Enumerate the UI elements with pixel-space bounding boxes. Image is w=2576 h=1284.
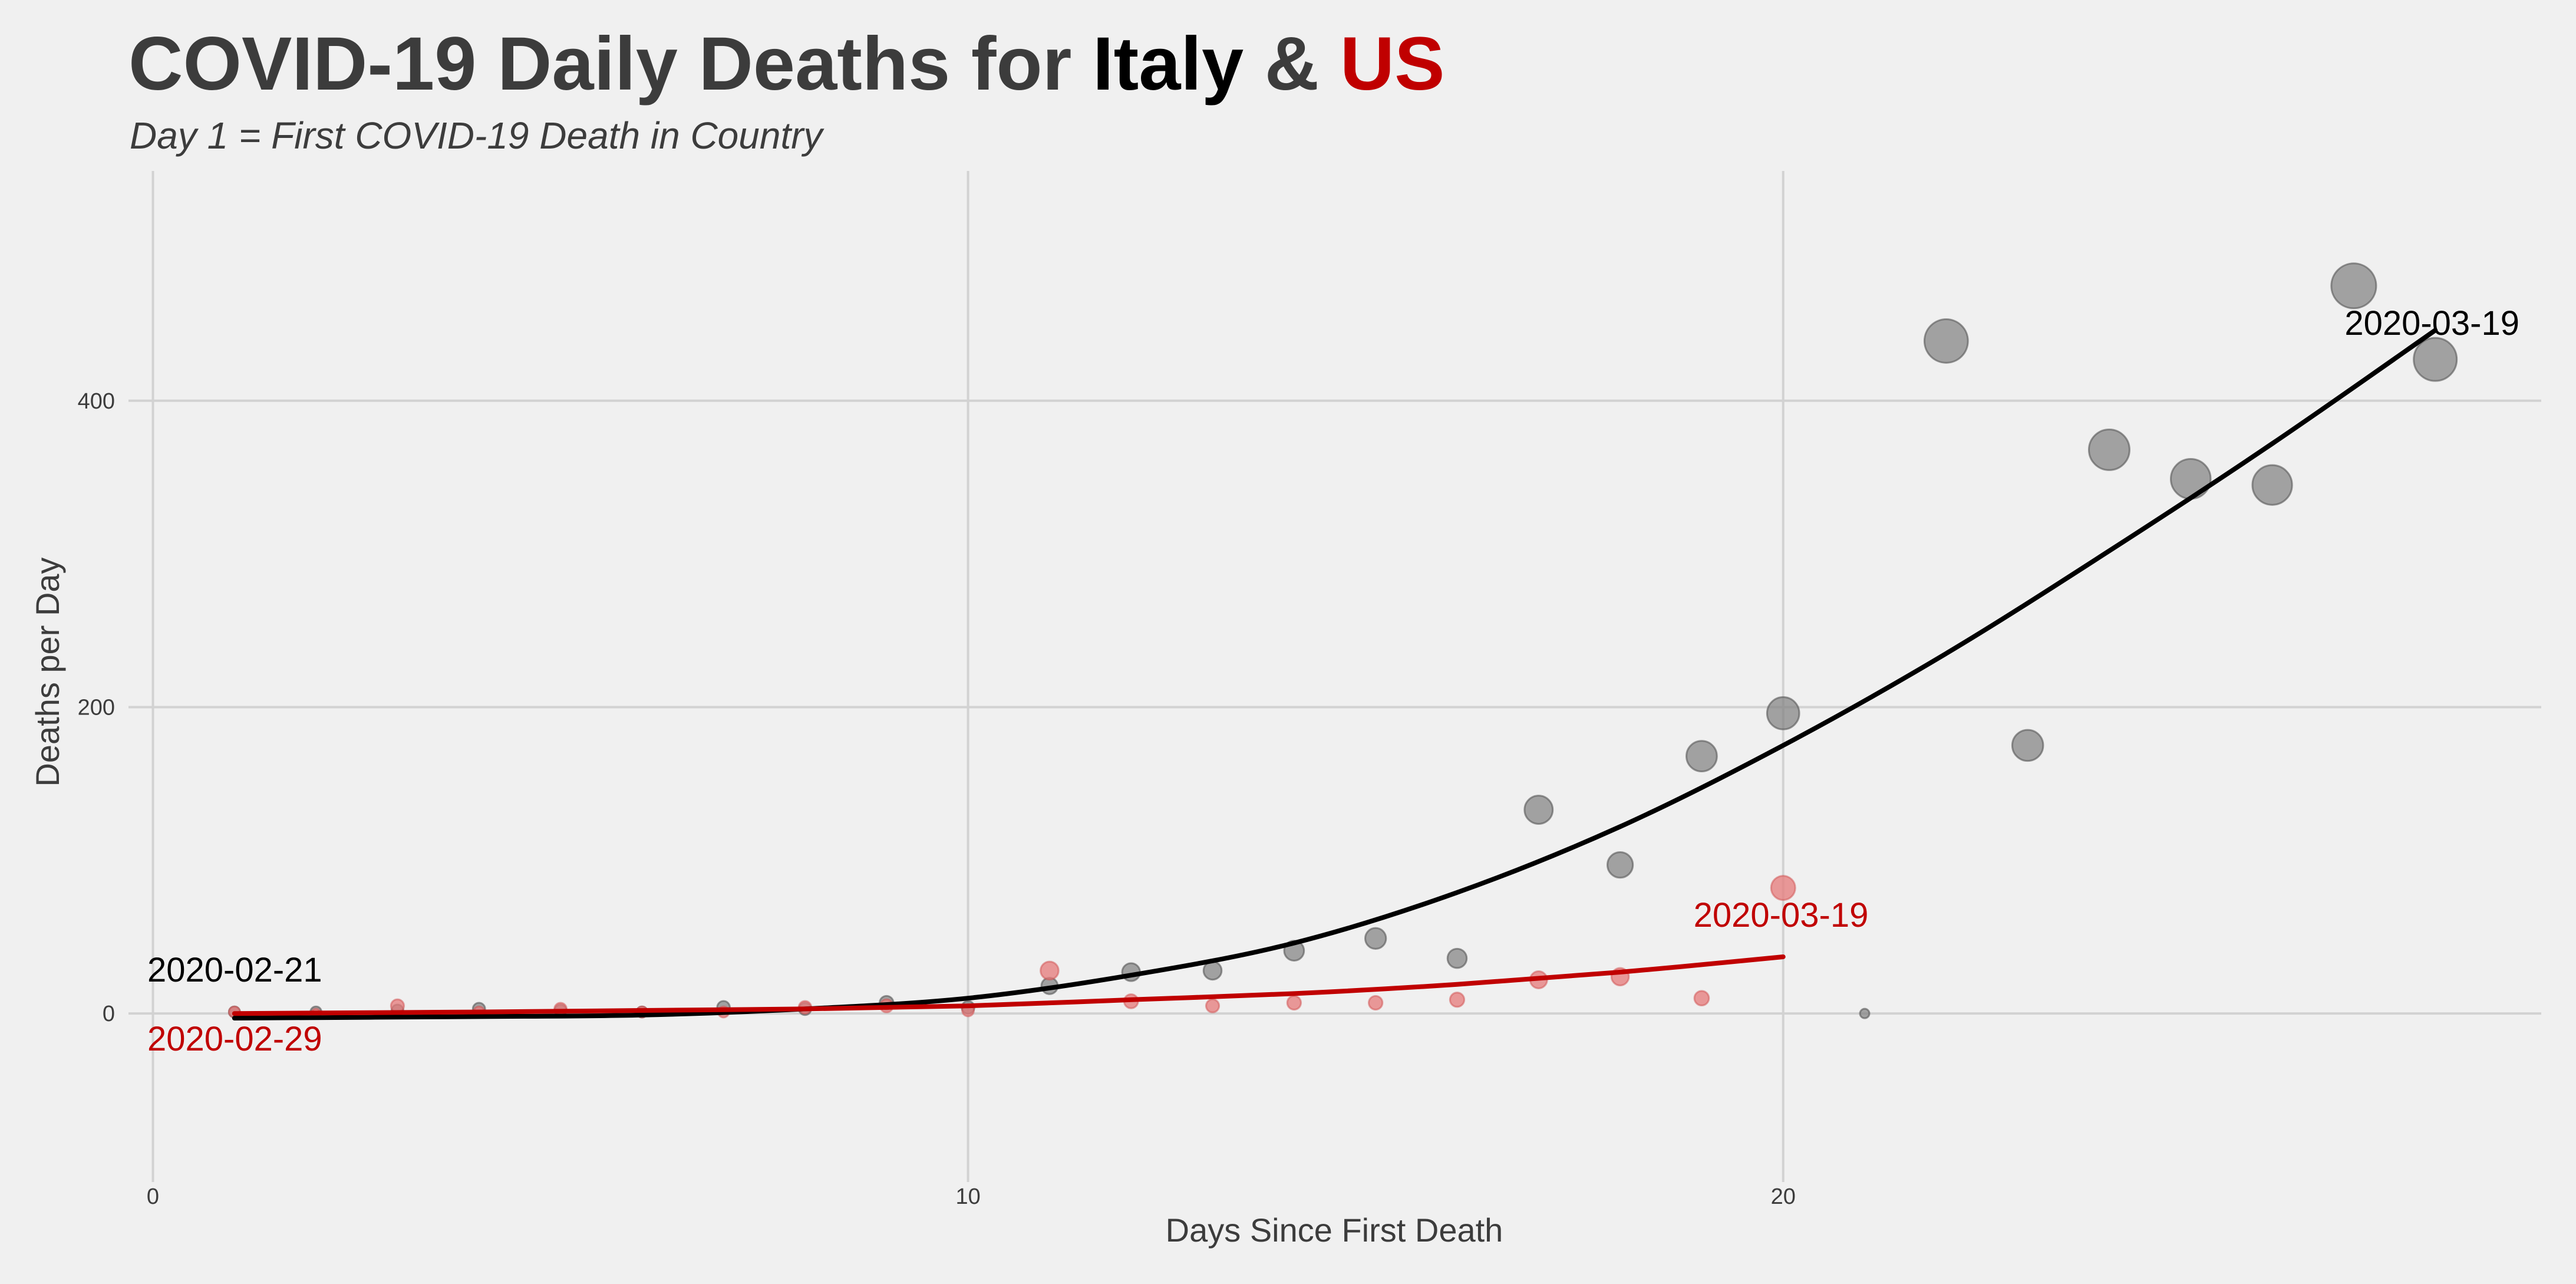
y-tick-label-400: 400 <box>78 389 115 414</box>
y-axis-title: Deaths per Day <box>29 557 66 786</box>
us-point-day-19 <box>1693 990 1710 1007</box>
trend-layer <box>232 328 2438 1020</box>
y-tick-label-200: 200 <box>78 695 115 720</box>
italy-point-day-20 <box>1766 696 1800 730</box>
italy-point-day-24 <box>2087 428 2130 471</box>
us-point-day-16 <box>1449 992 1466 1008</box>
title-italy: Italy <box>1093 22 1244 106</box>
x-tick-label-10: 10 <box>955 1184 980 1209</box>
us-point-day-15 <box>1368 995 1384 1011</box>
y-tick-label-0: 0 <box>103 1002 115 1026</box>
italy-point-day-18 <box>1606 851 1634 879</box>
italy-point-day-26 <box>2251 464 2293 506</box>
italy-point-day-19 <box>1686 740 1718 773</box>
title-us: US <box>1340 22 1445 106</box>
us-point-day-14 <box>1286 995 1302 1011</box>
italy-point-day-17 <box>1523 795 1554 825</box>
italy-start-date-label: 2020-02-21 <box>147 951 322 989</box>
title-ampersand: & <box>1244 22 1340 106</box>
italy-point-day-16 <box>1446 947 1468 969</box>
label-layer: 2020-02-21 2020-02-29 2020-03-19 2020-03-19 <box>147 304 2519 1058</box>
us-end-date-label: 2020-03-19 <box>1694 896 1869 934</box>
italy-point-day-28 <box>2413 337 2458 382</box>
italy-point-day-23 <box>2011 729 2044 762</box>
italy-end-date-label: 2020-03-19 <box>2344 304 2519 343</box>
us-start-date-label: 2020-02-29 <box>147 1020 322 1058</box>
x-axis-title: Days Since First Death <box>1166 1211 1503 1249</box>
x-tick-label-20: 20 <box>1771 1184 1796 1209</box>
us-point-day-13 <box>1205 998 1221 1013</box>
italy-point-day-21 <box>1859 1008 1871 1019</box>
us-trend-line <box>232 954 1786 1016</box>
chart-subtitle: Day 1 = First COVID-19 Death in Country <box>130 114 825 157</box>
us-point-day-11 <box>1040 960 1060 981</box>
italy-trend-line <box>232 328 2438 1020</box>
italy-point-day-25 <box>2169 458 2212 500</box>
us-point-day-20 <box>1770 875 1796 901</box>
italy-point-day-15 <box>1364 927 1387 950</box>
x-tick-label-0: 0 <box>147 1184 159 1209</box>
chart-title: COVID-19 Daily Deaths for Italy & US <box>128 22 1445 106</box>
italy-point-day-22 <box>1923 318 1969 364</box>
italy-point-day-27 <box>2330 262 2377 310</box>
title-prefix: COVID-19 Daily Deaths for <box>128 22 1093 106</box>
